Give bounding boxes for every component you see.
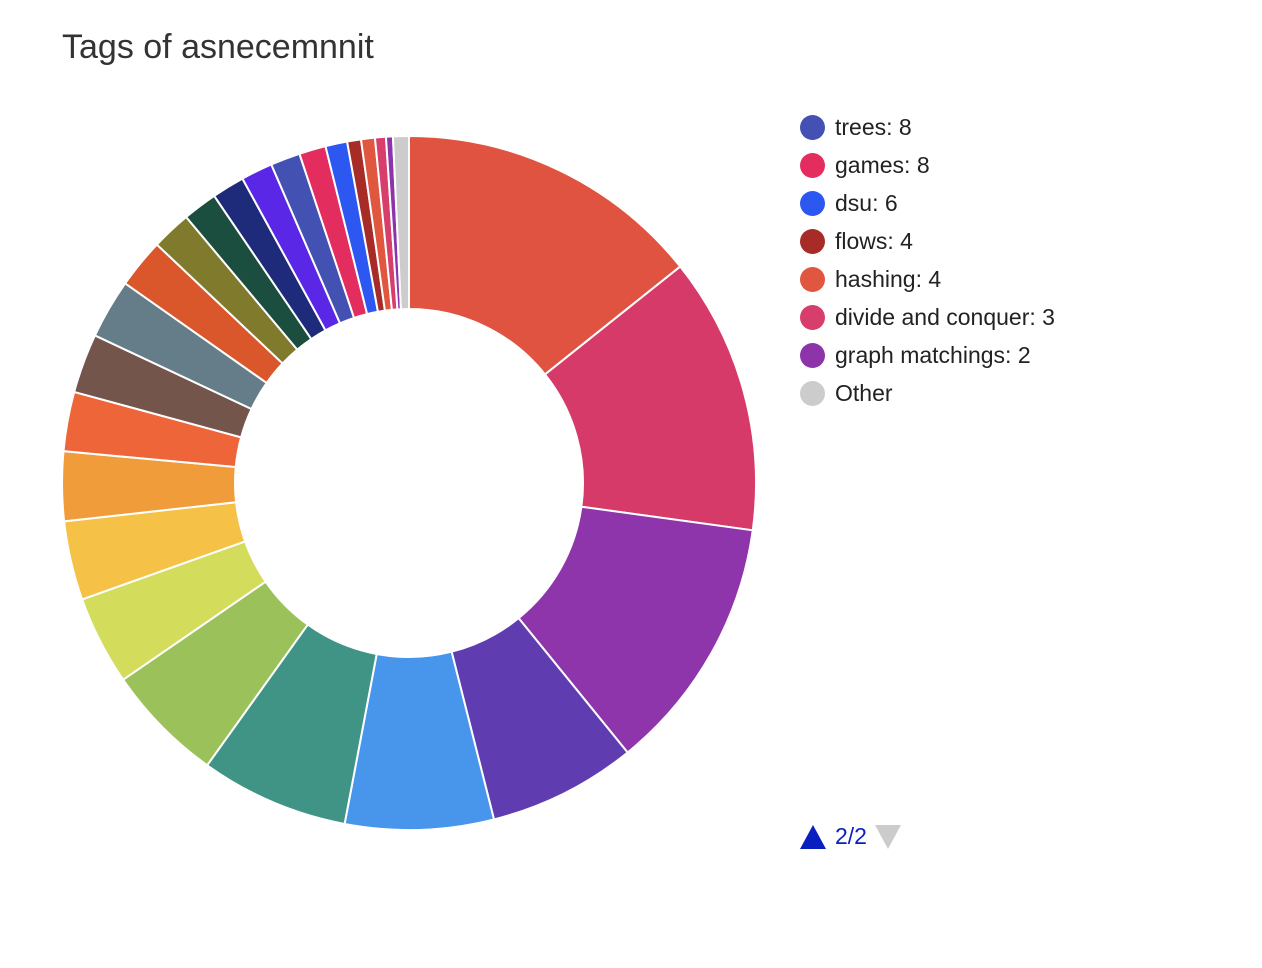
legend-item[interactable]: dsu: 6 [800,184,1055,222]
legend-item[interactable]: trees: 8 [800,108,1055,146]
donut-slice-2[interactable] [543,265,757,532]
legend-swatch-icon [800,266,825,292]
chart-title: Tags of asnecemnnit [62,28,374,66]
legend-label: Other [835,379,893,406]
legend-item[interactable]: games: 8 [800,146,1055,184]
donut-chart [61,134,757,831]
legend-item[interactable]: graph matchings: 2 [800,336,1055,374]
legend-label: graph matchings: 2 [835,341,1031,368]
legend-swatch-icon [800,380,825,406]
legend-swatch-icon [800,190,825,216]
legend-swatch-icon [800,304,825,330]
donut-slice-3[interactable] [517,505,754,754]
legend-swatch-icon [800,228,825,254]
legend-swatch-icon [800,114,825,140]
legend-label: trees: 8 [835,113,912,140]
donut-slice-1[interactable] [408,134,682,376]
legend-label: flows: 4 [835,227,913,254]
pager-next-icon [874,824,901,849]
legend-item[interactable]: hashing: 4 [800,260,1055,298]
legend-swatch-icon [800,152,825,178]
legend-pager: 2/2 [800,823,901,850]
legend-label: dsu: 6 [835,189,898,216]
legend-label: hashing: 4 [835,265,942,292]
legend-label: games: 8 [835,151,930,178]
donut-slice-26[interactable] [391,134,410,311]
pager-page-indicator: 2/2 [835,823,867,849]
legend-item[interactable]: divide and conquer: 3 [800,298,1055,336]
legend-label: divide and conquer: 3 [835,303,1055,330]
pager-previous-icon[interactable] [800,824,826,849]
legend-item[interactable]: Other [800,374,1055,412]
legend: trees: 8 games: 8 dsu: 6 flows: 4 hashing: 4… [800,108,1055,412]
legend-swatch-icon [800,342,825,368]
legend-item[interactable]: flows: 4 [800,222,1055,260]
